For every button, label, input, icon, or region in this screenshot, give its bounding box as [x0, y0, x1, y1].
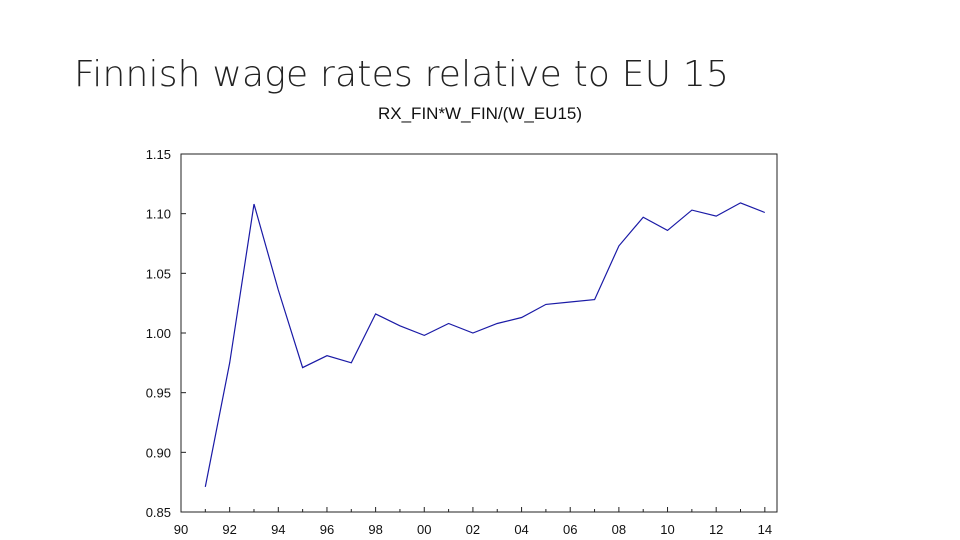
slide-title: Finnish wage rates relative to EU 15	[74, 54, 730, 95]
y-tick-label: 0.90	[146, 445, 171, 460]
x-tick-label: 06	[563, 522, 577, 537]
x-tick-label: 96	[320, 522, 334, 537]
x-tick-label: 98	[368, 522, 382, 537]
x-tick-label: 10	[660, 522, 674, 537]
y-tick-label: 1.05	[146, 266, 171, 281]
y-tick-label: 1.10	[146, 207, 171, 222]
x-tick-label: 92	[222, 522, 236, 537]
plot-frame	[180, 153, 778, 513]
x-tick-label: 12	[709, 522, 723, 537]
chart-title: RX_FIN*W_FIN/(W_EU15)	[377, 104, 583, 123]
y-axis: 0.85 0.90 0.95 1.00 1.05 1.10 1.15	[146, 147, 186, 520]
x-tick-label: 02	[466, 522, 480, 537]
y-tick-label: 0.95	[146, 386, 171, 401]
y-tick-label: 1.15	[146, 147, 171, 162]
y-tick-label: 1.00	[146, 326, 171, 341]
x-tick-label: 94	[271, 522, 285, 537]
x-tick-label: 08	[612, 522, 626, 537]
x-tick-label: 04	[514, 522, 528, 537]
x-tick-label: 14	[758, 522, 772, 537]
x-axis: 90 92 94 96 98 00 02 04 06 08 10 12 14	[174, 507, 772, 537]
x-tick-label: 90	[174, 522, 188, 537]
x-tick-label: 00	[417, 522, 431, 537]
y-tick-label: 0.85	[146, 505, 171, 520]
series-line	[204, 202, 766, 488]
